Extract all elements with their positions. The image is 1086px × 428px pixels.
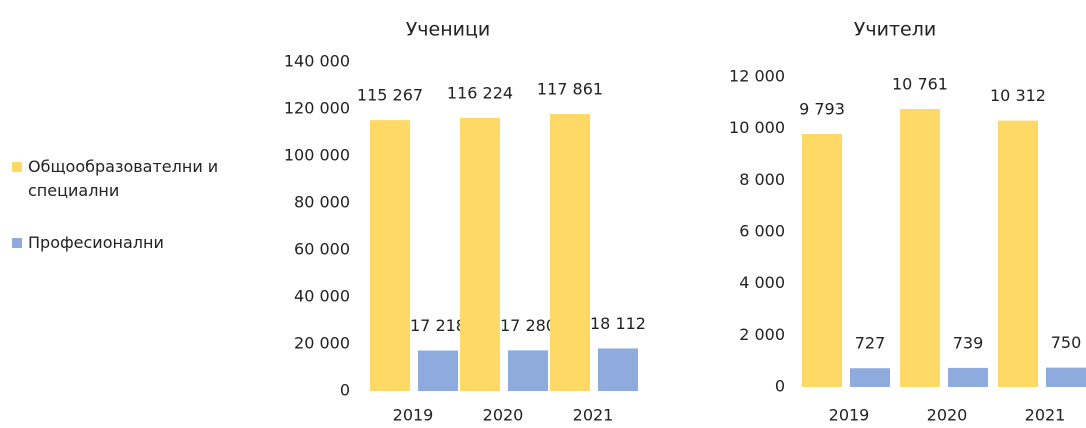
- legend-swatch: [12, 238, 22, 248]
- y-tick-label: 12 000: [729, 67, 785, 86]
- y-tick-label: 60 000: [294, 240, 350, 259]
- y-tick-label: 0: [775, 377, 785, 396]
- data-label: 10 312: [990, 86, 1046, 105]
- data-label: 17 218: [410, 316, 466, 335]
- bar: [508, 350, 548, 391]
- data-label: 117 861: [537, 80, 603, 99]
- x-tick-label: 2021: [1025, 406, 1066, 425]
- data-label: 18 112: [590, 314, 646, 333]
- bar: [998, 120, 1038, 388]
- bar: [550, 114, 590, 392]
- data-label: 727: [855, 334, 886, 353]
- bar: [802, 134, 842, 387]
- bar: [460, 117, 500, 391]
- y-tick-label: 100 000: [284, 146, 350, 165]
- y-tick-label: 8 000: [739, 170, 785, 189]
- data-label: 115 267: [357, 86, 423, 105]
- chart-title: Учители: [854, 19, 936, 41]
- x-tick-label: 2020: [927, 406, 968, 425]
- y-tick-label: 10 000: [729, 118, 785, 137]
- x-tick-label: 2020: [483, 406, 524, 425]
- legend: Общообразователни и специални Професионал…: [12, 155, 252, 283]
- data-label: 10 761: [892, 75, 948, 94]
- bar: [370, 120, 410, 391]
- y-tick-label: 120 000: [284, 99, 350, 118]
- bar: [598, 348, 638, 391]
- y-tick-label: 2 000: [739, 325, 785, 344]
- legend-item: Професионални: [12, 231, 252, 255]
- legend-label: Професионални: [28, 233, 164, 252]
- data-label: 739: [953, 333, 984, 352]
- bar: [948, 367, 988, 387]
- bar: [850, 368, 890, 387]
- bar: [1046, 367, 1086, 387]
- y-tick-label: 0: [340, 381, 350, 400]
- data-label: 9 793: [799, 100, 845, 119]
- x-tick-label: 2019: [829, 406, 870, 425]
- bar: [900, 109, 940, 387]
- chart-title: Ученици: [406, 19, 491, 41]
- bar: [418, 350, 458, 391]
- y-tick-label: 20 000: [294, 334, 350, 353]
- x-tick-label: 2019: [393, 406, 434, 425]
- data-label: 750: [1051, 333, 1082, 352]
- data-label: 17 280: [500, 316, 556, 335]
- legend-item: Общообразователни и специални: [12, 155, 242, 203]
- legend-label: Общообразователни и специални: [28, 157, 219, 200]
- x-tick-label: 2021: [573, 406, 614, 425]
- data-label: 116 224: [447, 83, 513, 102]
- legend-swatch: [12, 162, 22, 172]
- y-tick-label: 4 000: [739, 273, 785, 292]
- y-tick-label: 140 000: [284, 52, 350, 71]
- y-tick-label: 40 000: [294, 287, 350, 306]
- y-tick-label: 6 000: [739, 222, 785, 241]
- y-tick-label: 80 000: [294, 193, 350, 212]
